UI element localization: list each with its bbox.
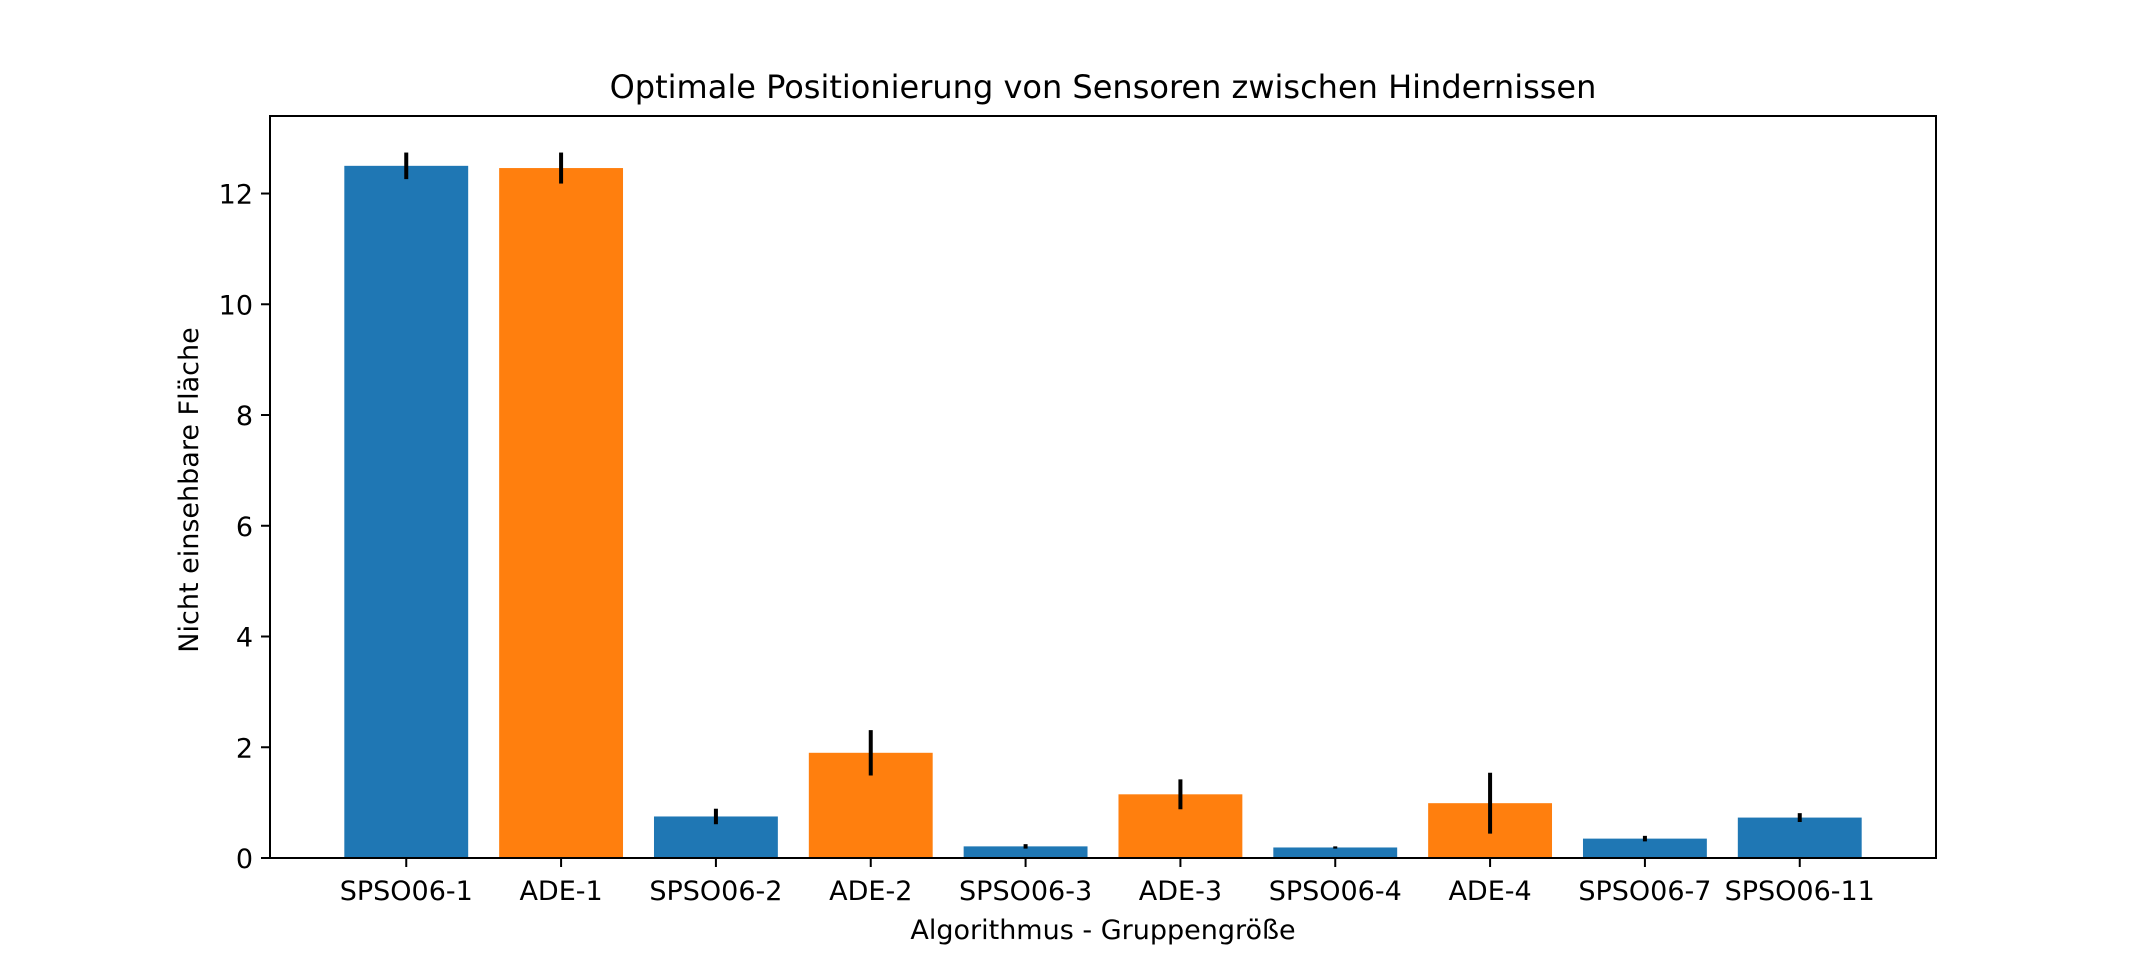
bar-ADE-1 (499, 168, 624, 858)
x-tick-label: SPSO06-2 (649, 876, 782, 907)
chart-title: Optimale Positionierung von Sensoren zwi… (610, 68, 1597, 106)
x-tick-label: ADE-2 (829, 876, 912, 907)
x-tick-label: SPSO06-11 (1725, 876, 1875, 907)
bar-SPSO06-7 (1582, 838, 1707, 858)
x-axis-label: Algorithmus - Gruppengröße (910, 915, 1295, 946)
y-tick-label: 6 (236, 512, 253, 543)
x-tick-label: SPSO06-4 (1269, 876, 1402, 907)
bar-SPSO06-3 (963, 846, 1088, 858)
x-tick-label: ADE-3 (1139, 876, 1222, 907)
x-axis-ticks: SPSO06-1 ADE-1 SPSO06-2 ADE-2 SPSO06-3 ADE-3 S… (340, 858, 1875, 907)
y-tick-label: 12 (219, 180, 253, 211)
bar-SPSO06-4 (1273, 847, 1398, 858)
x-tick-label: SPSO06-7 (1578, 876, 1711, 907)
y-axis-label: Nicht einsehbare Fläche (174, 327, 205, 652)
bar-SPSO06-11 (1737, 817, 1862, 858)
x-tick-label: ADE-4 (1448, 876, 1531, 907)
y-tick-label: 0 (236, 844, 253, 875)
x-tick-label: ADE-1 (519, 876, 602, 907)
y-tick-label: 10 (219, 290, 253, 321)
y-tick-label: 2 (236, 733, 253, 764)
plot-frame (269, 115, 1937, 859)
y-tick-label: 8 (236, 401, 253, 432)
bar-SPSO06-1 (344, 165, 469, 858)
bars-group (344, 165, 1862, 858)
x-tick-label: SPSO06-1 (340, 876, 473, 907)
y-axis-ticks: 0 2 4 6 8 10 12 (219, 180, 270, 875)
y-tick-label: 4 (236, 623, 253, 654)
error-bars-group (404, 152, 1802, 849)
x-tick-label: SPSO06-3 (959, 876, 1092, 907)
